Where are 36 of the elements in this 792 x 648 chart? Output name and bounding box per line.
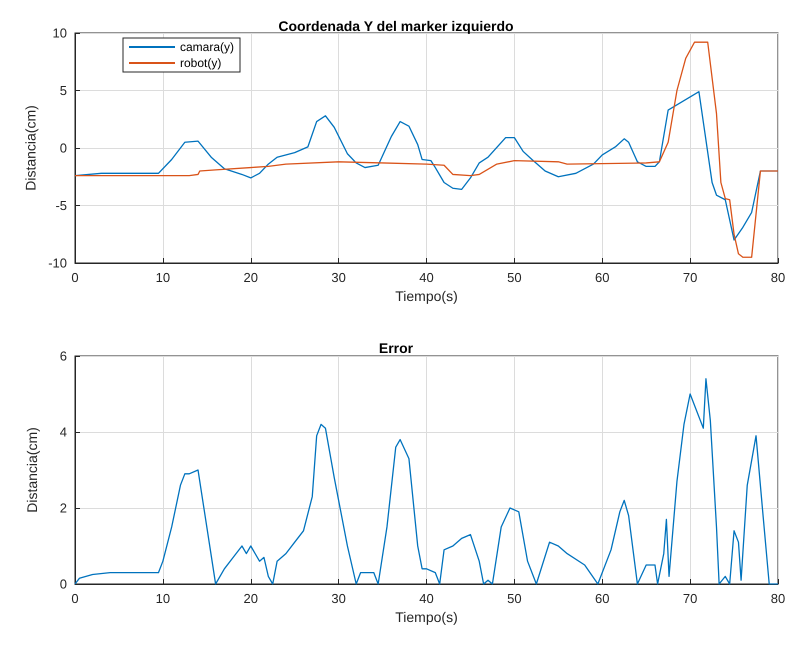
x-tick-label: 30 bbox=[331, 591, 346, 606]
x-tick-label: 20 bbox=[244, 270, 258, 285]
x-tick-label: 50 bbox=[507, 270, 522, 285]
x-tick-label: 50 bbox=[507, 591, 522, 606]
x-axis-title: Tiempo(s) bbox=[395, 608, 458, 625]
x-tick-label: 0 bbox=[71, 591, 79, 606]
line-series bbox=[74, 42, 779, 258]
legend-label: robot(y) bbox=[180, 56, 222, 70]
x-tick-label: 10 bbox=[156, 591, 170, 606]
x-tick-label: 60 bbox=[595, 270, 610, 285]
x-tick-label: 0 bbox=[71, 270, 79, 285]
x-tick-label: 70 bbox=[682, 591, 698, 606]
x-tick-label: 30 bbox=[331, 270, 346, 285]
y-tick-label: -10 bbox=[48, 256, 67, 270]
x-tick-label: 60 bbox=[595, 591, 610, 606]
y-tick-label: 4 bbox=[60, 424, 67, 440]
x-tick-label: 40 bbox=[419, 270, 434, 285]
x-tick-label: 40 bbox=[419, 591, 434, 606]
y-tick-label: 2 bbox=[60, 500, 67, 516]
chart-title: Error bbox=[378, 340, 414, 356]
x-tick-label: 20 bbox=[244, 591, 258, 606]
y-tick-label: 6 bbox=[60, 348, 67, 364]
x-tick-label: 80 bbox=[770, 591, 786, 606]
x-axis-title: Tiempo(s) bbox=[395, 288, 458, 304]
chart-title: Coordenada Y del marker izquierdo bbox=[278, 18, 514, 34]
y-axis-title: Distancia(cm) bbox=[22, 105, 38, 191]
x-tick-label: 10 bbox=[156, 270, 170, 285]
x-tick-label: 70 bbox=[682, 270, 698, 285]
x-tick-label: 80 bbox=[770, 270, 786, 285]
y-tick-label: 0 bbox=[60, 140, 67, 156]
y-tick-label: 5 bbox=[60, 83, 67, 98]
y-axis-title: Distancia(cm) bbox=[24, 427, 40, 513]
y-tick-label: 10 bbox=[52, 26, 67, 40]
y-tick-label: 0 bbox=[60, 576, 67, 592]
legend-label: camara(y) bbox=[180, 40, 234, 54]
y-tick-label: -5 bbox=[55, 198, 67, 213]
